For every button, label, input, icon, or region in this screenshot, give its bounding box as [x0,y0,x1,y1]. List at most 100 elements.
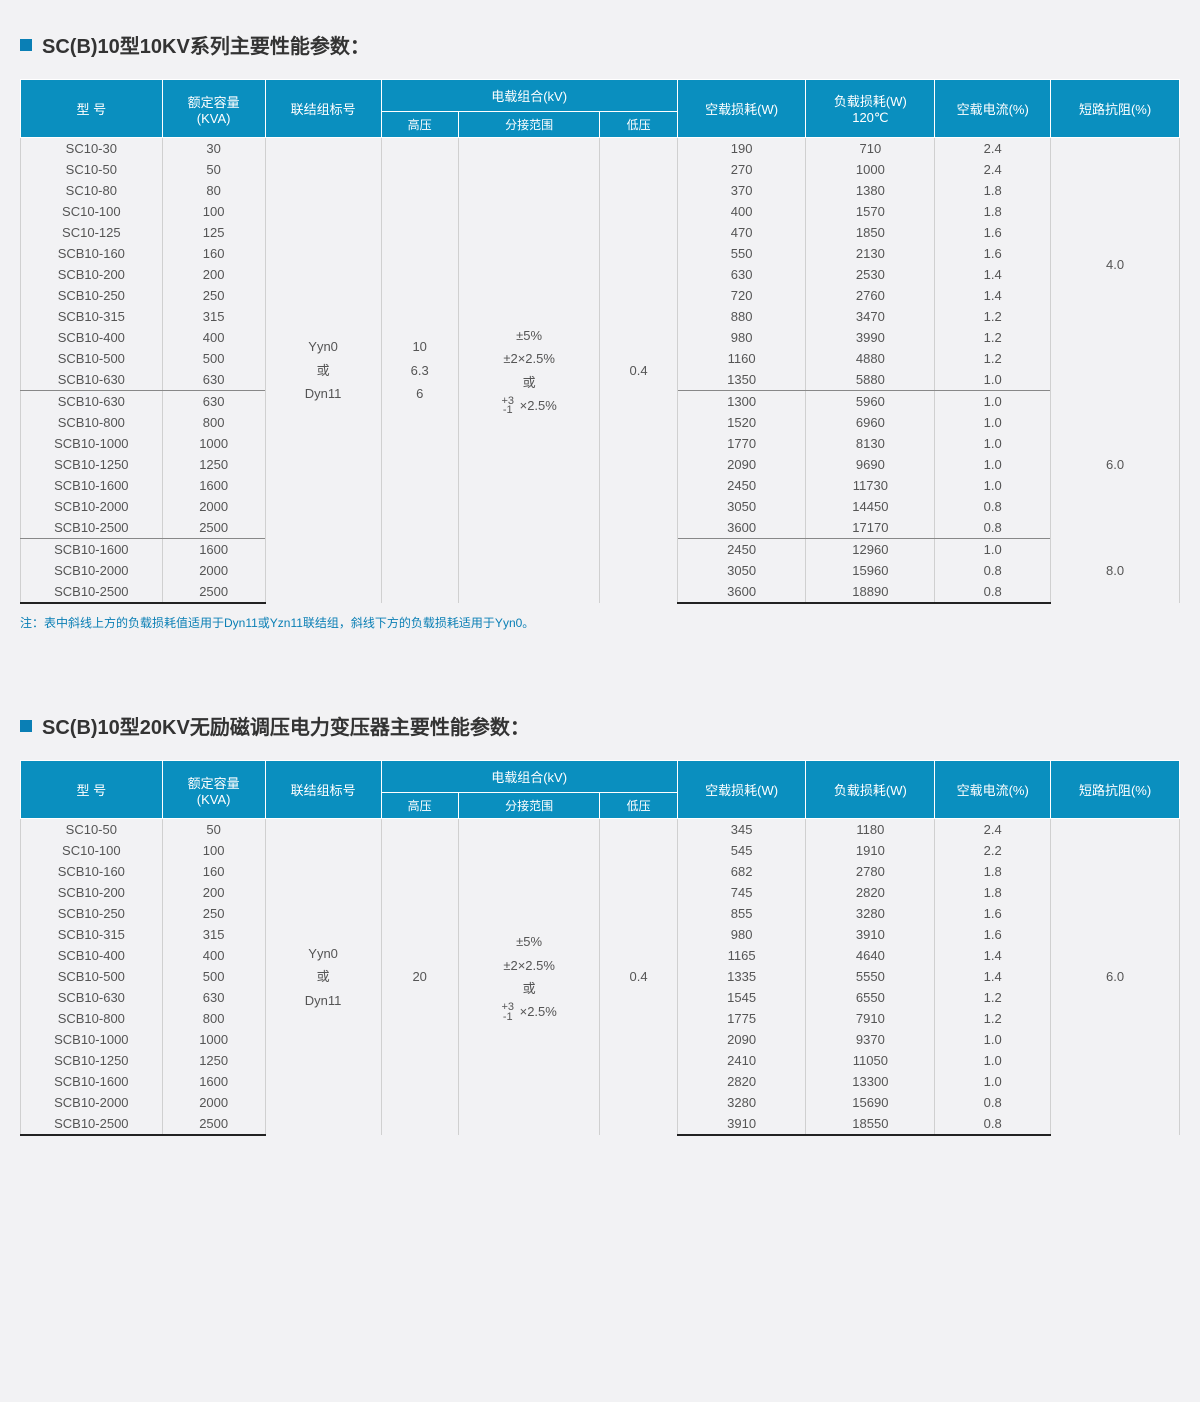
cell-model: SCB10-2500 [21,517,163,539]
cell-loadloss: 3990 [806,327,935,348]
cell-current: 1.4 [935,264,1051,285]
cell-current: 1.0 [935,1050,1051,1071]
cell-noload: 1350 [677,369,806,391]
cell-current: 0.8 [935,560,1051,581]
cell-current: 2.4 [935,138,1051,160]
cell-model: SCB10-400 [21,327,163,348]
cell-kva: 400 [162,945,265,966]
cell-current: 1.0 [935,454,1051,475]
cell-kva: 1600 [162,539,265,561]
cell-loadloss: 3280 [806,903,935,924]
cell-loadloss: 7910 [806,1008,935,1029]
cell-model: SC10-100 [21,201,163,222]
cell-current: 1.2 [935,987,1051,1008]
cell-noload: 3910 [677,1113,806,1135]
cell-model: SCB10-630 [21,369,163,391]
cell-noload: 3600 [677,517,806,539]
cell-kva: 100 [162,201,265,222]
cell-noload: 270 [677,159,806,180]
cell-noload: 745 [677,882,806,903]
cell-current: 0.8 [935,496,1051,517]
cell-model: SCB10-250 [21,285,163,306]
cell-loadloss: 9370 [806,1029,935,1050]
cell-kva: 500 [162,348,265,369]
cell-model: SCB10-2000 [21,496,163,517]
cell-noload: 470 [677,222,806,243]
cell-loadloss: 2130 [806,243,935,264]
cell-loadloss: 9690 [806,454,935,475]
cell-model: SCB10-1600 [21,1071,163,1092]
cell-current: 1.4 [935,285,1051,306]
note-10kv: 注：表中斜线上方的负载损耗值适用于Dyn11或Yzn11联结组，斜线下方的负载损… [20,614,1180,631]
cell-current: 1.2 [935,306,1051,327]
cell-current: 0.8 [935,517,1051,539]
cell-model: SCB10-1600 [21,475,163,496]
cell-noload: 682 [677,861,806,882]
cell-noload: 2450 [677,539,806,561]
cell-kva: 630 [162,391,265,413]
cell-loadloss: 1570 [806,201,935,222]
cell-kva: 400 [162,327,265,348]
cell-kva: 250 [162,285,265,306]
cell-kva: 315 [162,924,265,945]
cell-loadloss: 12960 [806,539,935,561]
cell-loadloss: 4880 [806,348,935,369]
table-row: SC10-5050Yyn0或Dyn1120±5%±2×2.5%或+3-1 ×2.… [21,819,1180,841]
cell-model: SCB10-1250 [21,454,163,475]
cell-model: SC10-30 [21,138,163,160]
cell-loadloss: 15690 [806,1092,935,1113]
cell-kva: 1000 [162,1029,265,1050]
cell-kva: 2000 [162,560,265,581]
cell-noload: 1165 [677,945,806,966]
cell-loadloss: 2820 [806,882,935,903]
cell-loadloss: 11050 [806,1050,935,1071]
cell-kva: 30 [162,138,265,160]
cell-loadloss: 6960 [806,412,935,433]
cell-current: 1.8 [935,882,1051,903]
cell-current: 1.0 [935,539,1051,561]
cell-model: SCB10-200 [21,882,163,903]
cell-kva: 630 [162,987,265,1008]
cell-current: 1.6 [935,924,1051,945]
cell-model: SCB10-1250 [21,1050,163,1071]
cell-current: 1.2 [935,327,1051,348]
cell-noload: 2820 [677,1071,806,1092]
table-row: SC10-3030Yyn0或Dyn11106.36±5%±2×2.5%或+3-1… [21,138,1180,160]
cell-noload: 855 [677,903,806,924]
cell-kva: 80 [162,180,265,201]
cell-noload: 1335 [677,966,806,987]
cell-loadloss: 18550 [806,1113,935,1135]
cell-noload: 545 [677,840,806,861]
cell-loadloss: 2780 [806,861,935,882]
cell-model: SC10-80 [21,180,163,201]
cell-noload: 400 [677,201,806,222]
cell-current: 1.4 [935,945,1051,966]
cell-current: 1.2 [935,348,1051,369]
cell-loadloss: 14450 [806,496,935,517]
cell-kva: 50 [162,819,265,841]
cell-model: SCB10-315 [21,924,163,945]
cell-kva: 800 [162,1008,265,1029]
bullet-icon [20,39,32,51]
cell-current: 0.8 [935,1092,1051,1113]
cell-kva: 800 [162,412,265,433]
cell-current: 1.2 [935,1008,1051,1029]
cell-noload: 1545 [677,987,806,1008]
cell-noload: 630 [677,264,806,285]
table-20kv: 型 号 额定容量(KVA) 联结组标号 电载组合(kV) 空载损耗(W) 负载损… [20,760,1180,1136]
cell-model: SCB10-1600 [21,539,163,561]
cell-current: 1.8 [935,201,1051,222]
cell-model: SCB10-160 [21,861,163,882]
cell-model: SCB10-2500 [21,1113,163,1135]
cell-noload: 2090 [677,1029,806,1050]
cell-kva: 2500 [162,1113,265,1135]
cell-kva: 2000 [162,1092,265,1113]
cell-kva: 315 [162,306,265,327]
cell-kva: 630 [162,369,265,391]
title-20kv: SC(B)10型20KV无励磁调压电力变压器主要性能参数： [20,711,1180,740]
cell-loadloss: 710 [806,138,935,160]
cell-current: 1.0 [935,391,1051,413]
cell-kva: 2500 [162,517,265,539]
cell-model: SC10-50 [21,159,163,180]
cell-noload: 550 [677,243,806,264]
